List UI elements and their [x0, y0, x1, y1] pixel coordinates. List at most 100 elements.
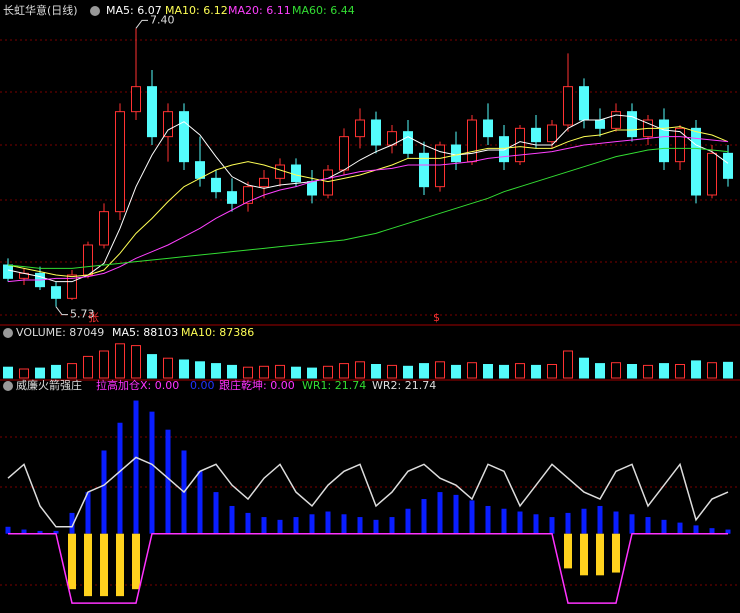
chart-title: 长虹华意(日线) [3, 3, 78, 17]
indicator-bar [293, 517, 299, 534]
candle-body [627, 111, 637, 138]
candle-body [675, 127, 685, 163]
indicator-bar [197, 471, 203, 534]
candle-body [419, 152, 429, 188]
indicator-bar [437, 492, 443, 534]
volume-bar [659, 363, 669, 379]
candle-body [579, 86, 589, 121]
volume-bar [51, 364, 61, 379]
legend-entry: 跟庄乾坤: 0.00 [219, 378, 295, 392]
indicator-bar [245, 512, 251, 534]
indicator-bar [229, 505, 235, 534]
volume-bar [723, 361, 733, 379]
volume-bar [499, 364, 509, 379]
candle-body [323, 169, 333, 196]
volume-bar [627, 364, 637, 379]
indicator-bar [645, 517, 651, 534]
volume-bar [643, 364, 653, 379]
candle-body [3, 264, 13, 279]
indicator-bar [117, 422, 123, 534]
legend-entry: MA10: 6.12 [165, 4, 228, 17]
volume-bar [99, 350, 109, 379]
volume-bar [611, 362, 621, 379]
volume-bar [227, 364, 237, 379]
indicator-bar [213, 492, 219, 534]
indicator-bar [501, 508, 507, 534]
ma-line [7, 126, 729, 278]
indicator-bar [116, 533, 124, 597]
indicator-bar [100, 533, 108, 597]
indicator-bar [261, 517, 267, 534]
candle-body [179, 111, 189, 163]
indicator-bar [453, 494, 459, 534]
volume-bar [451, 364, 461, 379]
indicator-line [7, 456, 729, 528]
volume-bar [243, 366, 253, 379]
volume-bar [339, 363, 349, 379]
volume-bar [67, 363, 77, 379]
indicator-bar [469, 500, 475, 534]
indicator-bar [613, 511, 619, 534]
volume-bar [435, 361, 445, 379]
indicator-bar [84, 533, 92, 597]
candle-body [275, 164, 285, 179]
candle-body [515, 127, 525, 163]
volume-bar [147, 354, 157, 379]
indicator-bar [357, 517, 363, 534]
volume-bar [515, 363, 525, 379]
candle-body [723, 152, 733, 179]
legend-entry: MA60: 6.44 [292, 4, 355, 17]
candle-body [163, 111, 173, 138]
toggle-icon[interactable] [3, 381, 13, 391]
volume-bar [563, 350, 573, 379]
marker: 张 [88, 311, 99, 324]
candle-body [339, 136, 349, 171]
indicator-bar [133, 400, 139, 534]
indicator-bar [661, 519, 667, 534]
toggle-icon[interactable] [90, 6, 100, 16]
volume-bar [163, 357, 173, 379]
indicator-bar [421, 499, 427, 534]
volume-bar [467, 362, 477, 379]
volume-bar [131, 345, 141, 379]
price-grid [0, 39, 740, 586]
indicator-bar [677, 522, 683, 534]
volume-bar [259, 365, 269, 379]
indicator-bar [341, 514, 347, 534]
indicator-bar [68, 533, 76, 590]
indicator-bar [5, 526, 11, 534]
volume-bar [595, 363, 605, 379]
candle-body [51, 286, 61, 299]
volume-bar [387, 364, 397, 379]
ma-line [7, 147, 729, 269]
legend-entry: 拉高加仓X: 0.00 [96, 378, 179, 392]
indicator-bar [389, 517, 395, 534]
candle-body [83, 244, 93, 276]
panel-title: VOLUME: 87049 [16, 326, 104, 339]
indicator-bar [549, 517, 555, 534]
candle-body [403, 131, 413, 154]
indicator-bar [581, 508, 587, 534]
legend-entry: 0.00 [190, 379, 215, 392]
volume-bar [579, 357, 589, 379]
candle-body [307, 181, 317, 196]
annotation: 5.73 [70, 308, 95, 321]
indicator-bar [597, 505, 603, 534]
indicator-bar [21, 529, 27, 534]
candle-body [371, 119, 381, 146]
candle-body [467, 119, 477, 163]
indicator-bar [101, 450, 107, 534]
legend-entry: MA5: 6.07 [106, 4, 162, 17]
volume-bar [83, 355, 93, 379]
indicator-bar [709, 528, 715, 534]
legend-entry: WR1: 21.74 [302, 379, 366, 392]
indicator-bar [373, 519, 379, 534]
volume-bar [211, 363, 221, 379]
candle-body [595, 119, 605, 129]
toggle-icon[interactable] [3, 328, 13, 338]
volume-bar [355, 361, 365, 379]
volume-bar [307, 367, 317, 379]
annotation: 7.40 [150, 13, 175, 26]
candle-body [611, 111, 621, 129]
